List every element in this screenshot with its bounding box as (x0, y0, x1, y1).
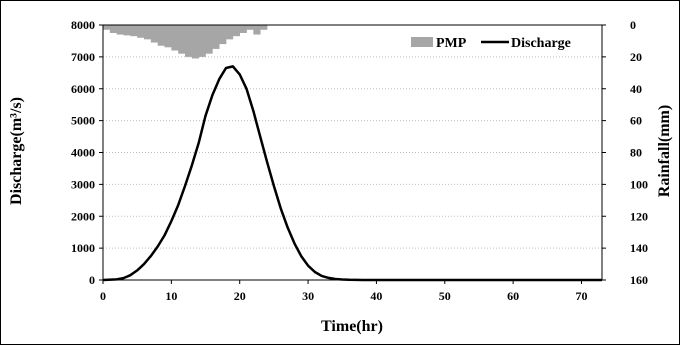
x-tick-label: 20 (234, 289, 246, 303)
pmp-bar (123, 25, 131, 36)
x-tick-label: 60 (507, 289, 519, 303)
pmp-bar (137, 25, 145, 38)
left-tick-label: 3000 (71, 177, 95, 191)
x-tick-label: 50 (439, 289, 451, 303)
right-tick-label: 20 (630, 50, 642, 64)
right-tick-label: 60 (630, 114, 642, 128)
pmp-bar (253, 25, 261, 35)
x-tick-label: 40 (370, 289, 382, 303)
discharge-line (102, 65, 602, 282)
left-axis-title: Discharge(m³/s) (8, 97, 25, 205)
left-tick-label: 1000 (71, 241, 95, 255)
left-tick-label: 7000 (71, 50, 95, 64)
pmp-bar (232, 25, 241, 37)
right-tick-label: 120 (630, 209, 648, 223)
right-tick-labels: 0 20 40 60 80 100 120 140 160 (602, 18, 648, 287)
pmp-bar (198, 25, 206, 57)
pmp-bar (150, 25, 158, 43)
left-tick-label: 5000 (71, 114, 95, 128)
right-tick-label: 0 (630, 18, 636, 32)
pmp-bar (103, 25, 111, 30)
left-tick-label: 0 (89, 273, 95, 287)
pmp-bar (226, 25, 234, 40)
x-tick-label: 70 (575, 289, 587, 303)
right-tick-label: 40 (630, 82, 642, 96)
pmp-bar (157, 25, 165, 46)
x-tick-label: 0 (100, 289, 106, 303)
right-tick-label: 80 (630, 146, 642, 160)
right-axis-title: Rainfall(mm) (656, 105, 673, 197)
pmp-bar (164, 25, 172, 48)
left-tick-labels: 0 1000 2000 3000 4000 5000 6000 7000 8000 (71, 18, 103, 287)
left-tick-label: 4000 (71, 146, 95, 160)
left-tick-label: 2000 (71, 209, 95, 223)
pmp-bar (239, 25, 247, 33)
right-tick-label: 100 (630, 177, 648, 191)
legend-pmp-label: PMP (436, 36, 467, 51)
pmp-bar (130, 25, 138, 37)
x-axis-title: Time(hr) (321, 318, 383, 335)
legend-discharge-label: Discharge (511, 36, 571, 51)
legend-pmp-swatch (411, 37, 433, 47)
right-tick-label: 160 (630, 273, 648, 287)
gridlines (103, 24, 602, 249)
legend: PMP Discharge (411, 36, 571, 51)
pmp-bar (171, 25, 179, 51)
pmp-bar (212, 25, 220, 49)
pmp-bar (191, 25, 199, 59)
x-tick-labels: 0 10 20 30 40 50 60 70 (100, 280, 587, 303)
left-tick-label: 8000 (71, 18, 95, 32)
pmp-bar (178, 25, 186, 54)
x-tick-label: 30 (302, 289, 314, 303)
pmp-bar (185, 25, 193, 57)
left-tick-label: 6000 (71, 82, 95, 96)
x-tick-label: 10 (165, 289, 177, 303)
pmp-bar (144, 25, 152, 40)
pmp-bars (103, 25, 268, 59)
right-tick-label: 140 (630, 241, 648, 255)
pmp-bar (205, 25, 213, 54)
pmp-bar (219, 25, 227, 45)
pmp-bar (260, 25, 268, 30)
pmp-bar (246, 25, 254, 30)
pmp-bar (116, 25, 124, 35)
pmp-bar (109, 25, 117, 33)
